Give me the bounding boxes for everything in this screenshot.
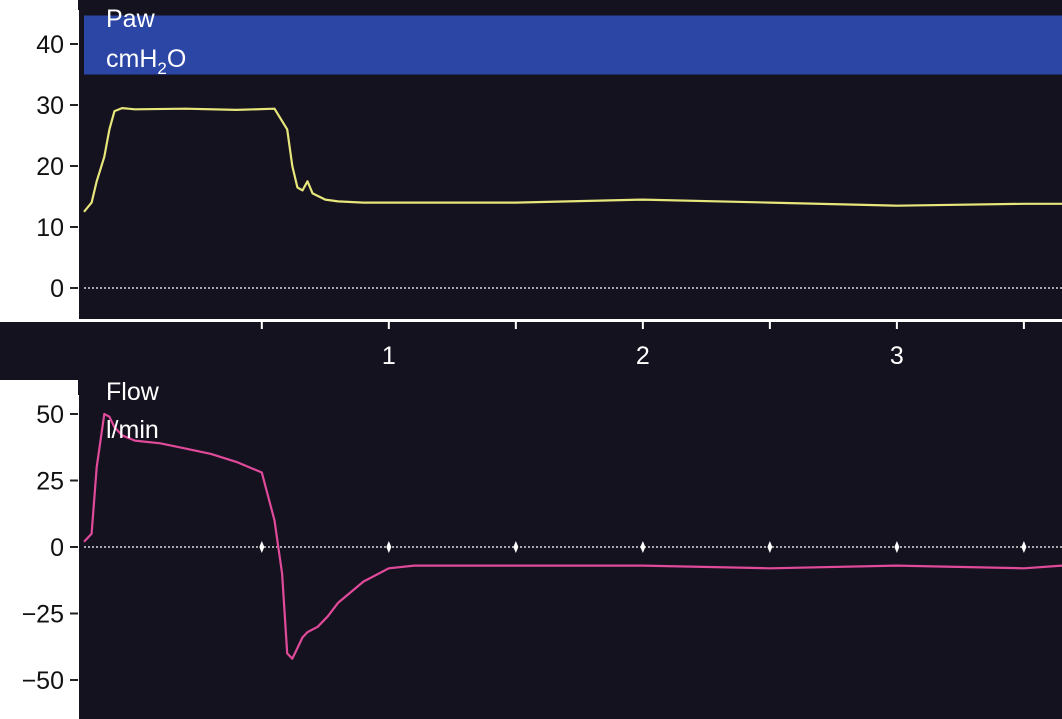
- pressure-ticks: 0 10 20 30 40: [36, 31, 78, 303]
- flow-panel-label: Flow: [106, 378, 160, 406]
- pressure-y-tick-label: 20: [36, 153, 64, 181]
- flow-panel-background: [78, 380, 1062, 719]
- pressure-unit-tail: O: [167, 45, 186, 73]
- flow-ticks: −50 −25 0 25 50: [22, 401, 78, 695]
- time-axis-strip: [0, 322, 1062, 380]
- flow-y-tick-label: −25: [22, 601, 64, 629]
- flow-zero-marker: [513, 541, 519, 553]
- flow-zero-marker: [640, 541, 646, 553]
- flow-zero-marker: [386, 541, 392, 553]
- flow-zero-marker: [767, 541, 773, 553]
- flow-zero-marker: [894, 541, 900, 553]
- pressure-unit-label: cmH2O: [106, 45, 186, 78]
- pressure-y-tick-label: 10: [36, 214, 64, 242]
- pressure-trace: [83, 107, 1062, 213]
- flow-zero-markers: [259, 541, 1027, 553]
- pressure-unit-subscript: 2: [157, 59, 166, 78]
- flow-y-tick-label: −50: [22, 667, 64, 695]
- time-axis-tick-label: 3: [890, 342, 904, 370]
- flow-zero-marker: [259, 541, 265, 553]
- time-axis-tick-label: 2: [636, 342, 650, 370]
- flow-y-tick-label: 50: [36, 401, 64, 429]
- pressure-y-tick-label: 40: [36, 31, 64, 59]
- flow-unit-label: l/min: [106, 416, 159, 444]
- flow-y-tick-label: 25: [36, 468, 64, 496]
- pressure-panel-label: Paw: [106, 5, 156, 33]
- time-axis-tick-label: 1: [382, 342, 396, 370]
- pressure-alarm-band: [84, 15, 1062, 75]
- pressure-y-tick-label: 0: [50, 275, 64, 303]
- flow-zero-marker: [1021, 541, 1027, 553]
- time-axis-ticks: 1 2 3: [0, 320, 1062, 380]
- pressure-y-tick-label: 30: [36, 92, 64, 120]
- flow-y-tick-label: 0: [50, 534, 64, 562]
- pressure-unit-base: cmH: [106, 45, 157, 73]
- flow-trace: [83, 412, 1062, 660]
